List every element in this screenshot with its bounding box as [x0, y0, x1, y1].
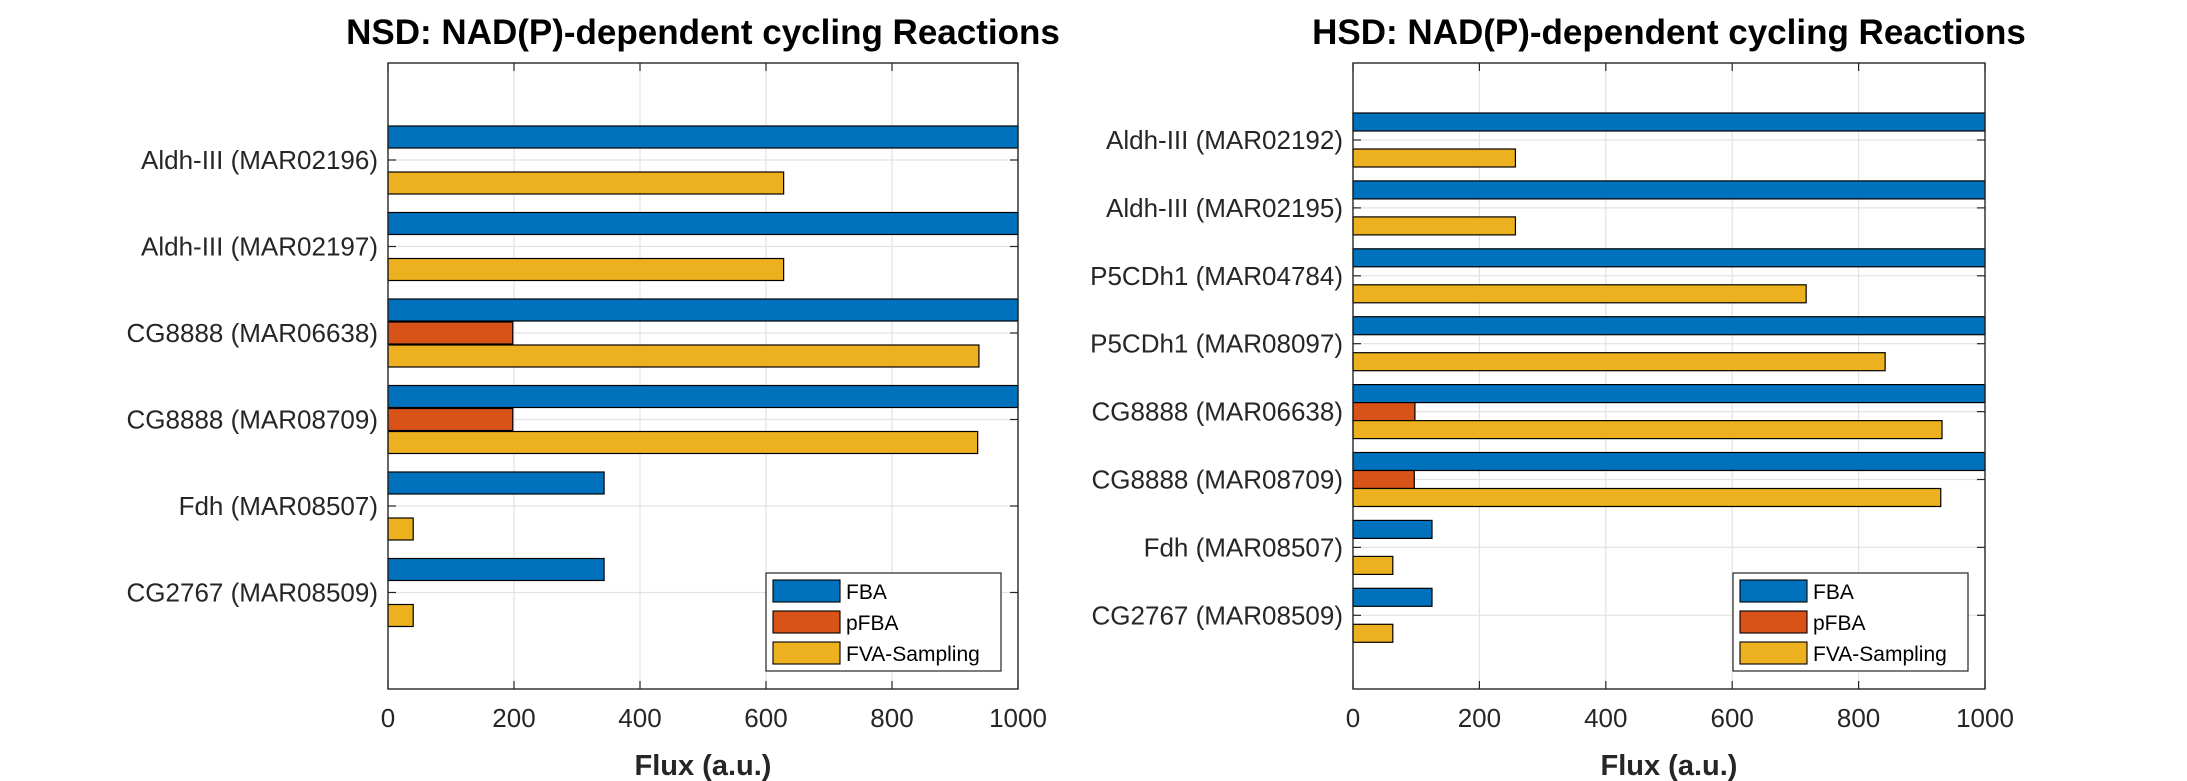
x-tick-label: 400: [618, 703, 661, 733]
bar-fva-sampling: [1352, 420, 1943, 440]
x-axis-label: Flux (a.u.): [1601, 750, 1738, 781]
x-tick-label: 1000: [1956, 703, 2014, 733]
x-tick-label: 1000: [989, 703, 1047, 733]
axes-box: [387, 62, 1019, 690]
x-axis-label: Flux (a.u.): [635, 750, 772, 781]
bar-fva-sampling: [1352, 284, 1807, 304]
legend-label: pFBA: [846, 612, 899, 635]
bar-fba: [1352, 180, 1986, 200]
legend-swatch-pfba: [772, 610, 841, 634]
bar-fba: [1352, 248, 1986, 268]
bar-fba: [1352, 451, 1986, 472]
bar-fva-sampling: [1352, 487, 1942, 508]
bar-fva-sampling: [387, 430, 979, 455]
bar-fba: [387, 125, 1019, 149]
bar-fva-sampling: [1352, 623, 1394, 643]
legend: FBA pFBA FVA-Sampling: [1732, 572, 1969, 672]
bar-fba: [1352, 316, 1986, 336]
bar-fba: [387, 471, 605, 495]
legend-label: FBA: [846, 581, 887, 604]
nsd-chart: 0 200 400 600 800 1000 Aldh-III (MAR02196) Aldh…: [127, 13, 1060, 781]
y-tick-label: CG8888 (MAR08709): [1092, 465, 1343, 495]
y-tick-label: Aldh-III (MAR02197): [141, 232, 378, 262]
legend-swatch-pfba: [1739, 610, 1808, 634]
bar-fba: [1352, 112, 1986, 132]
bar-fva-sampling: [387, 171, 785, 195]
legend-swatch-fba: [1739, 579, 1808, 603]
y-tick-label: Aldh-III (MAR02195): [1106, 193, 1343, 223]
y-tick-label: P5CDh1 (MAR08097): [1090, 329, 1343, 359]
bar-pfba: [387, 407, 514, 432]
bar-pfba: [387, 321, 514, 345]
legend-label: FBA: [1813, 581, 1854, 604]
chart-title: HSD: NAD(P)-dependent cycling Reactions: [1312, 13, 2026, 52]
bar-fba: [1352, 519, 1433, 540]
y-tick-label: Aldh-III (MAR02192): [1106, 125, 1343, 155]
x-tick-label: 200: [1458, 703, 1501, 733]
bar-fba: [1352, 384, 1986, 404]
bar-fva-sampling: [1352, 216, 1517, 236]
bar-fba: [387, 211, 1019, 236]
bar-fva-sampling: [387, 257, 785, 282]
y-tick-label: CG8888 (MAR08709): [127, 405, 378, 435]
x-tick-label: 400: [1584, 703, 1627, 733]
x-tick-label: 800: [870, 703, 913, 733]
bar-fva-sampling: [387, 517, 414, 541]
x-tick-label: 600: [744, 703, 787, 733]
y-tick-label: P5CDh1 (MAR04784): [1090, 261, 1343, 291]
legend-label: FVA-Sampling: [1813, 643, 1947, 666]
bar-fba: [387, 557, 605, 582]
bar-fba: [387, 384, 1019, 409]
y-tick-label: Fdh (MAR08507): [1144, 532, 1343, 562]
x-tick-label: 600: [1711, 703, 1754, 733]
y-tick-label: Aldh-III (MAR02196): [141, 145, 378, 175]
y-tick-label: Fdh (MAR08507): [179, 491, 378, 521]
bar-fva-sampling: [1352, 352, 1886, 372]
legend-swatch-fba: [772, 579, 841, 603]
x-tick-label: 0: [1346, 703, 1360, 733]
x-tick-label: 200: [492, 703, 535, 733]
bar-fba: [387, 298, 1019, 322]
y-tick-label: CG8888 (MAR06638): [1092, 397, 1343, 427]
bar-pfba: [1352, 402, 1416, 422]
bar-pfba: [1352, 469, 1415, 490]
legend-label: pFBA: [1813, 612, 1866, 635]
bar-fva-sampling: [387, 344, 980, 368]
hsd-chart: 0 200 400 600 800 1000 Aldh-III (MAR02192) Aldh…: [1090, 13, 2026, 781]
x-tick-label: 0: [381, 703, 395, 733]
y-tick-label: CG2767 (MAR08509): [127, 578, 378, 608]
legend-label: FVA-Sampling: [846, 643, 980, 666]
legend-swatch-fva-sampling: [772, 641, 841, 665]
x-tick-label: 800: [1837, 703, 1880, 733]
y-tick-label: CG2767 (MAR08509): [1092, 600, 1343, 630]
y-tick-label: CG8888 (MAR06638): [127, 318, 378, 348]
axes-box: [1352, 62, 1986, 690]
chart-title: NSD: NAD(P)-dependent cycling Reactions: [346, 13, 1060, 52]
bar-fba: [1352, 587, 1433, 607]
bar-fva-sampling: [1352, 555, 1394, 576]
bar-fva-sampling: [387, 603, 414, 628]
bar-fva-sampling: [1352, 148, 1517, 168]
legend-swatch-fva-sampling: [1739, 641, 1808, 665]
legend: FBA pFBA FVA-Sampling: [765, 572, 1002, 672]
